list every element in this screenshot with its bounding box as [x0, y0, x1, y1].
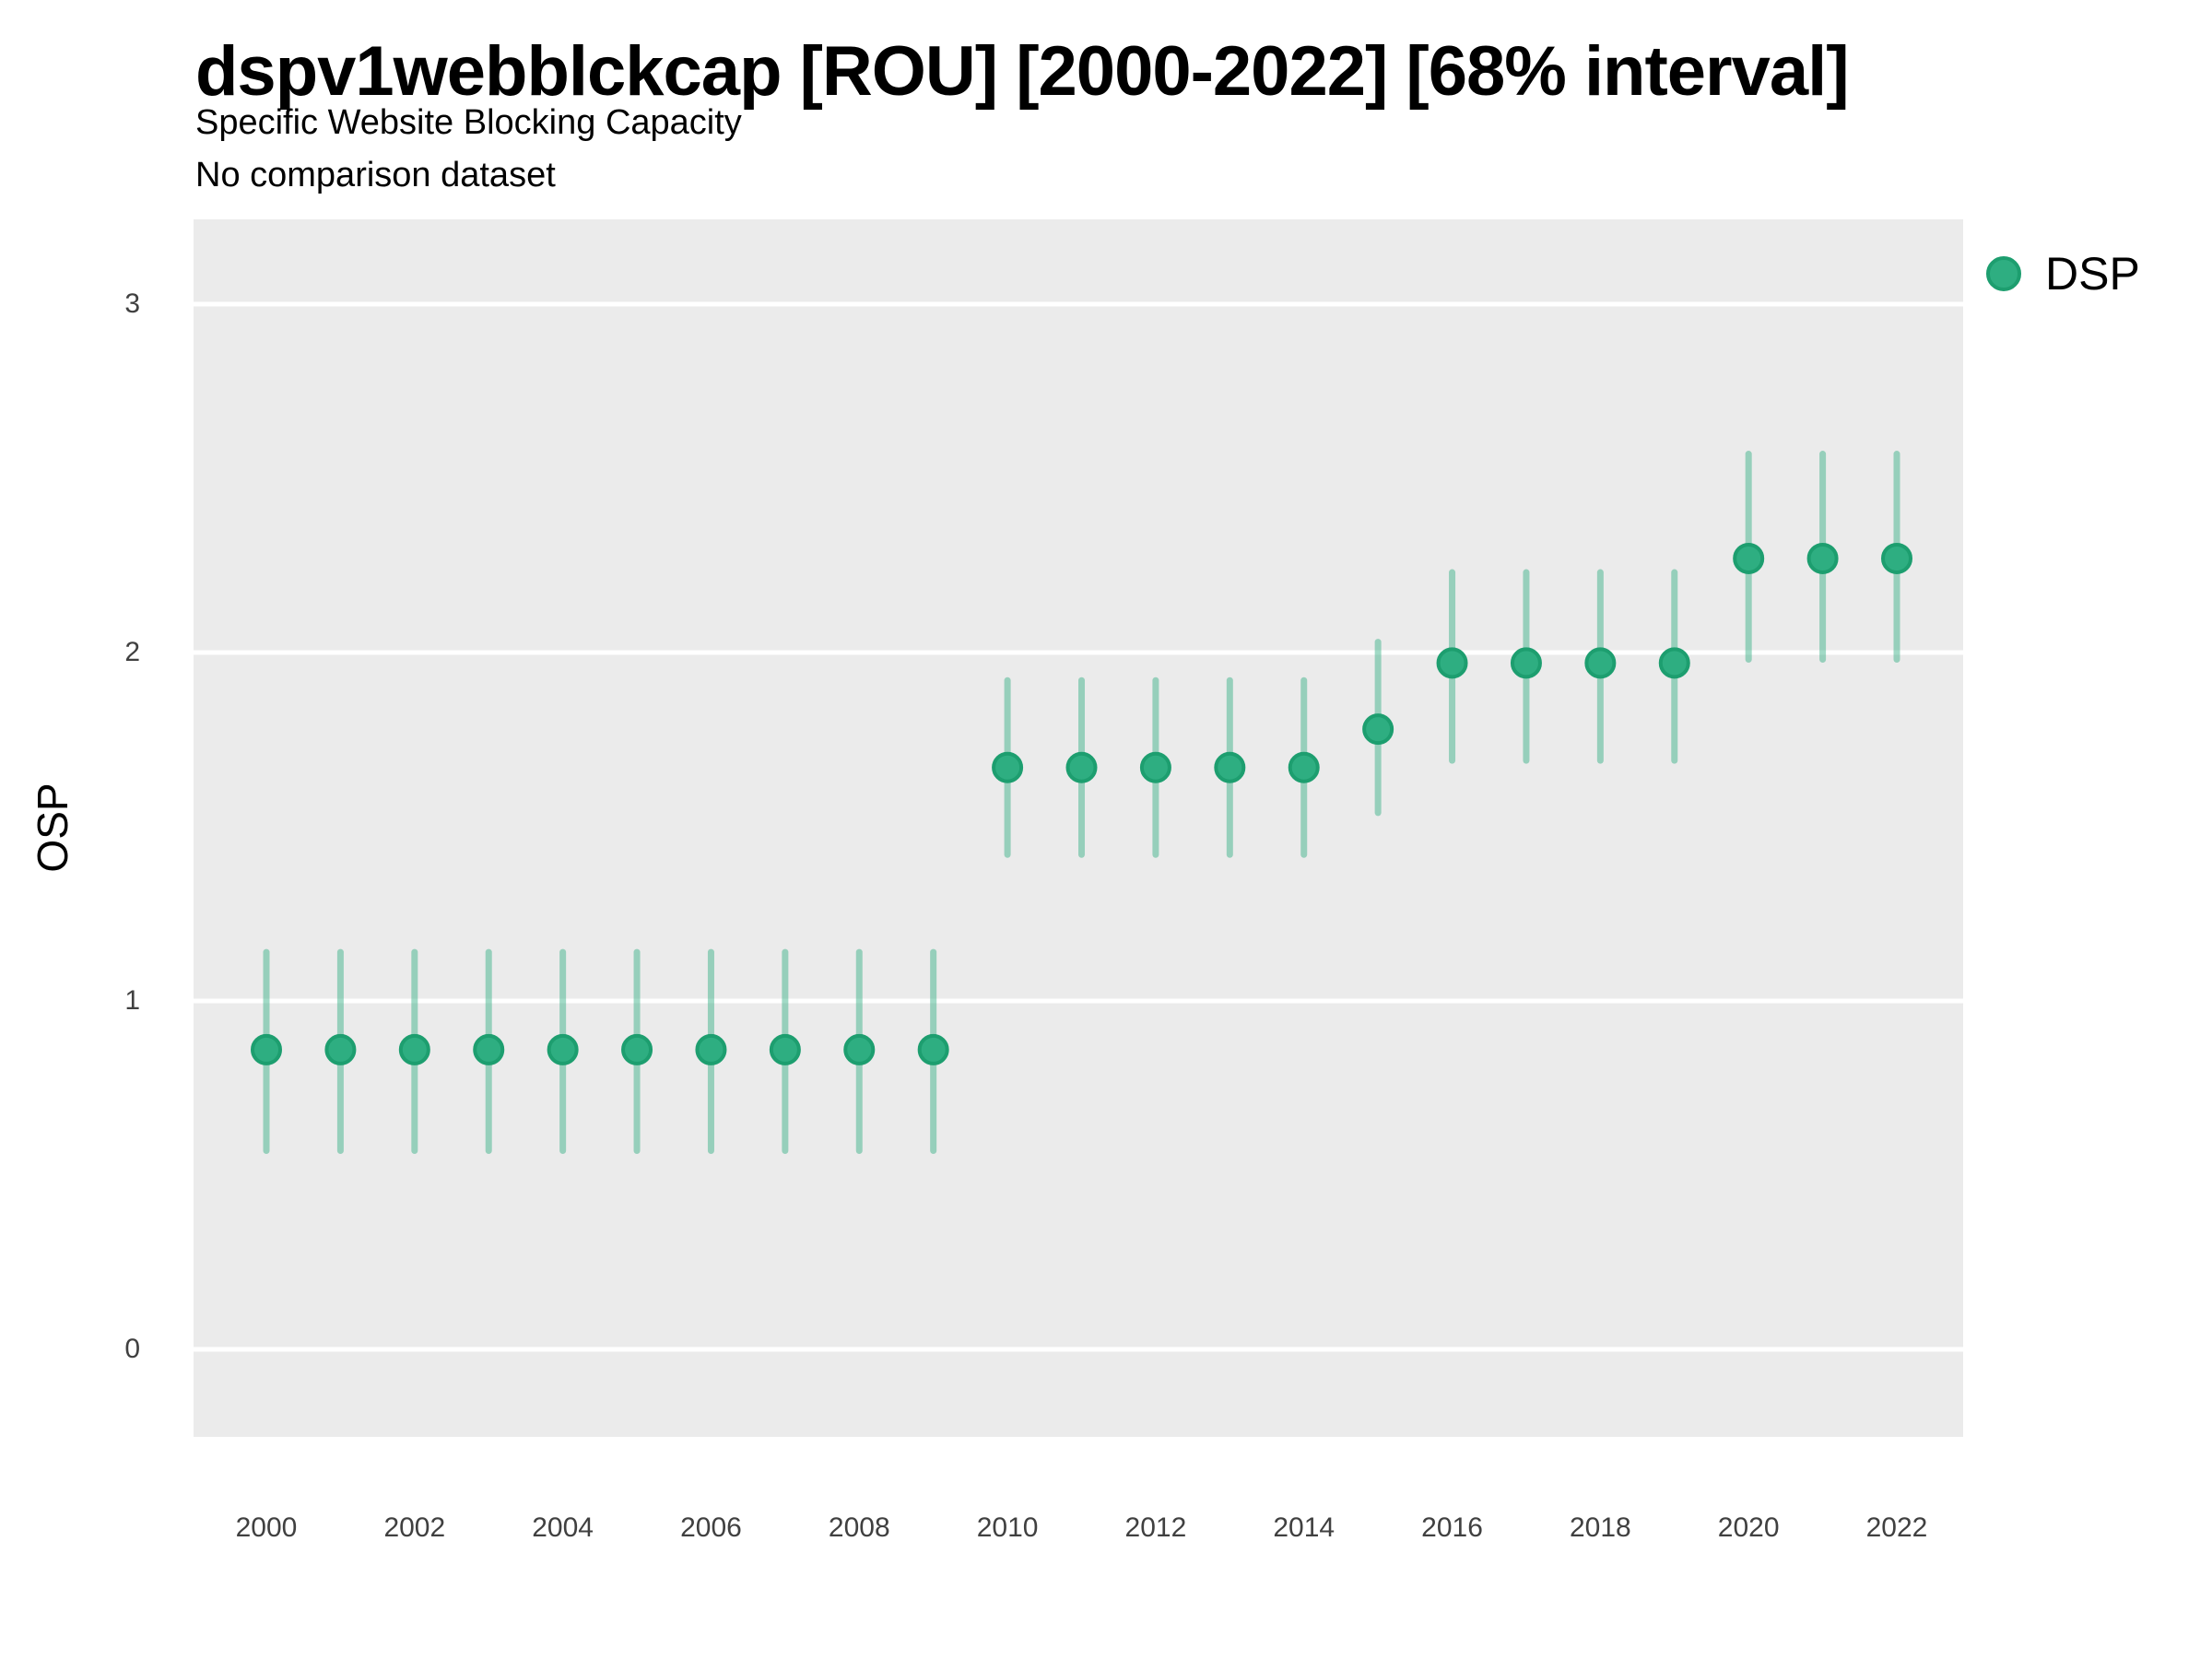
point-2008	[843, 1033, 876, 1065]
x-tick-label-2014: 2014	[1273, 1512, 1335, 1543]
point-2000	[251, 1033, 282, 1065]
x-tick-label-2012: 2012	[1124, 1512, 1187, 1543]
point-2018	[1584, 647, 1617, 679]
x-tick-label-2018: 2018	[1569, 1512, 1631, 1543]
y-tick-label-1: 1	[124, 985, 140, 1016]
point-2015	[1362, 713, 1394, 746]
x-tick-label-2000: 2000	[235, 1512, 298, 1543]
point-2022	[1881, 542, 1912, 574]
point-2013	[1214, 751, 1246, 783]
point-2003	[473, 1033, 505, 1065]
point-2017	[1510, 647, 1542, 679]
chart-title: dspv1webblckcap [ROU] [2000-2022] [68% i…	[195, 32, 1850, 111]
point-2016	[1436, 647, 1468, 679]
point-2011	[1065, 751, 1098, 783]
point-2014	[1288, 751, 1320, 783]
x-tick-label-2008: 2008	[828, 1512, 890, 1543]
point-2006	[695, 1033, 727, 1065]
panel-background	[194, 219, 1963, 1437]
point-2002	[398, 1033, 430, 1065]
point-2019	[1658, 647, 1690, 679]
y-tick-label-0: 0	[124, 1334, 140, 1364]
point-2001	[324, 1033, 357, 1065]
chart-subtitle: Specific Website Blocking Capacity	[195, 103, 742, 142]
point-2010	[992, 751, 1024, 783]
point-2005	[621, 1033, 653, 1065]
x-tick-label-2020: 2020	[1717, 1512, 1780, 1543]
legend-dsp-label: DSP	[2045, 248, 2140, 300]
x-tick-label-2004: 2004	[532, 1512, 594, 1543]
x-tick-label-2022: 2022	[1865, 1512, 1928, 1543]
chart-note: No comparison dataset	[195, 156, 556, 194]
x-tick-label-2016: 2016	[1421, 1512, 1483, 1543]
point-2012	[1139, 751, 1171, 783]
x-tick-label-2002: 2002	[383, 1512, 446, 1543]
y-tick-label-3: 3	[124, 288, 140, 319]
x-tick-label-2010: 2010	[976, 1512, 1039, 1543]
point-2007	[769, 1033, 801, 1065]
y-tick-label-2: 2	[124, 637, 140, 667]
point-2004	[547, 1033, 579, 1065]
legend-dsp-swatch-icon	[1986, 256, 2021, 291]
point-2009	[917, 1033, 949, 1065]
point-2021	[1806, 542, 1839, 574]
x-tick-label-2006: 2006	[680, 1512, 742, 1543]
point-2020	[1733, 542, 1765, 574]
legend: DSP	[1986, 247, 2140, 300]
